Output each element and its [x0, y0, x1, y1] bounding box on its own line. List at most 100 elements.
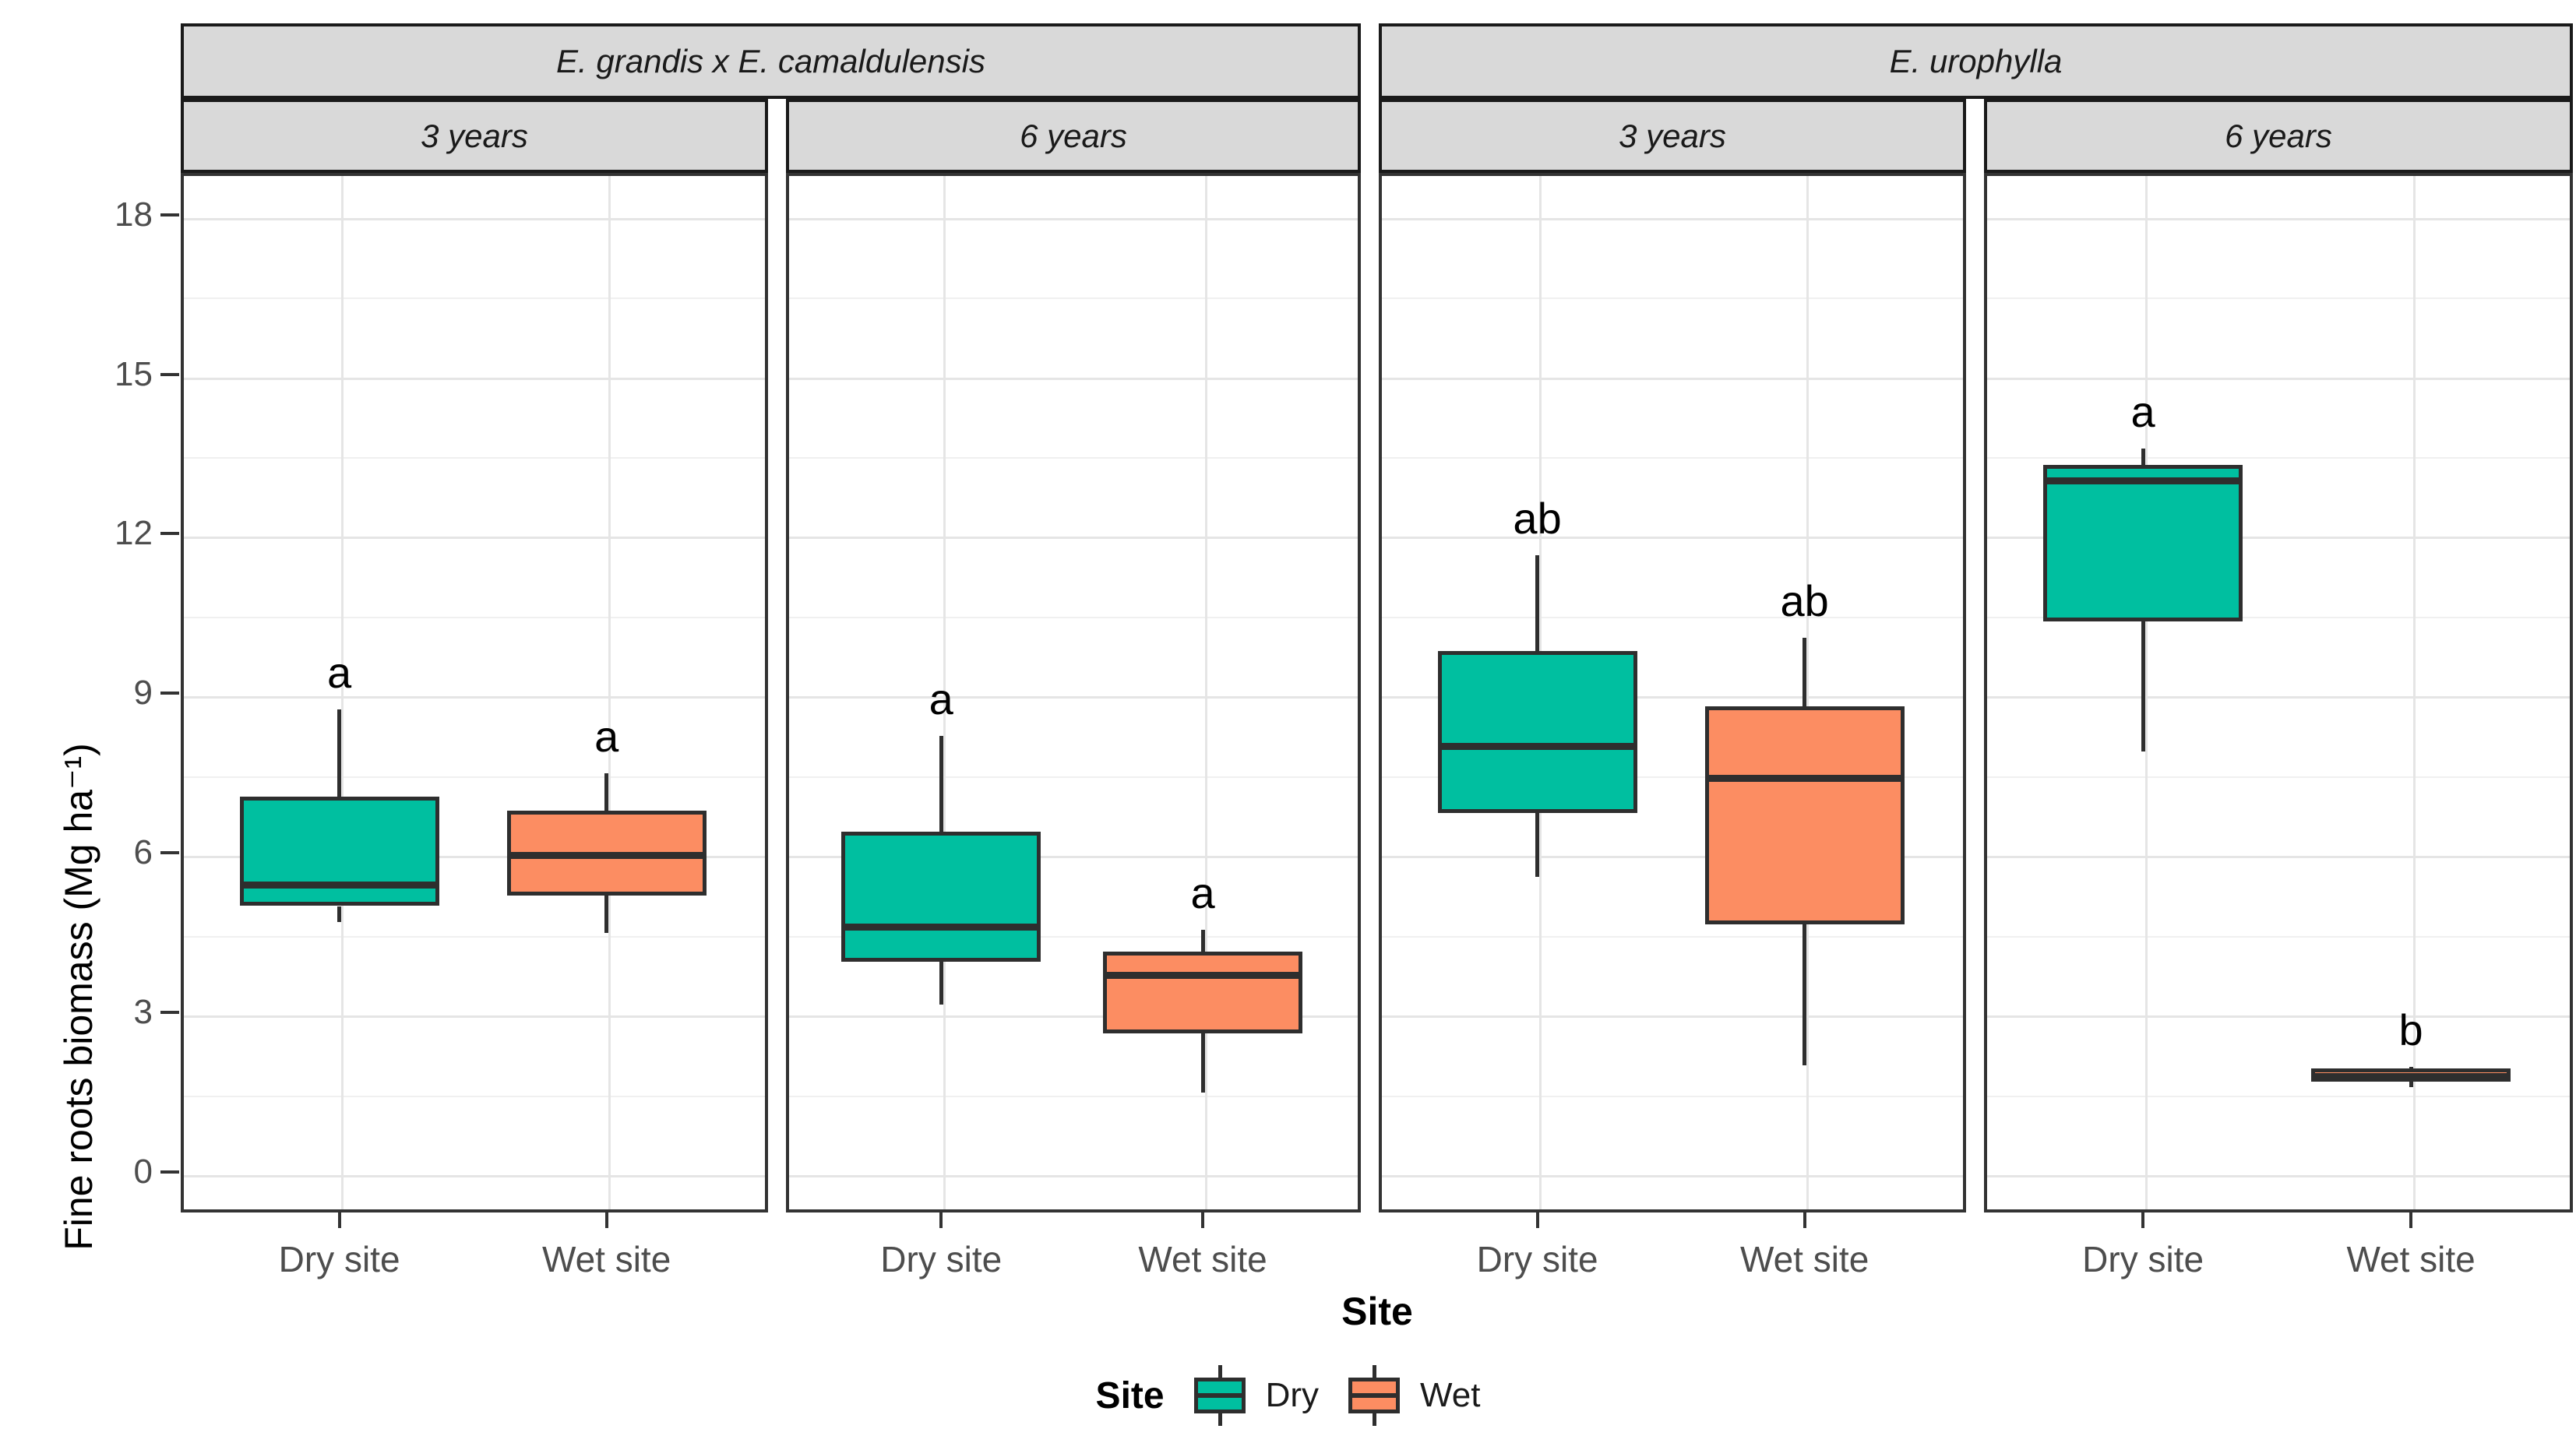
whisker-upper — [939, 735, 943, 832]
gridline-major — [1382, 696, 1963, 699]
gridline-major — [789, 1015, 1358, 1019]
legend-label-dry: Dry — [1265, 1376, 1320, 1414]
gridline-minor — [1987, 616, 2570, 618]
gridline-minor — [789, 297, 1358, 300]
whisker-lower — [1802, 924, 1807, 1066]
median-line — [1706, 775, 1903, 783]
facet-strip-species-label: E. grandis x E. camaldulensis — [556, 42, 985, 79]
gridline-vertical — [2412, 176, 2416, 1209]
gridline-major — [1382, 1175, 1963, 1177]
boxplot-key-icon — [1193, 1365, 1246, 1426]
facet-strip-age: 6 years — [786, 99, 1361, 173]
gridline-minor — [184, 616, 765, 618]
x-tick-mark — [2409, 1212, 2413, 1228]
gridline-minor — [789, 1095, 1358, 1097]
significance-letter: ab — [1513, 493, 1562, 543]
whisker-upper — [1535, 554, 1540, 651]
x-tick-label: Dry site — [278, 1239, 400, 1279]
gridline-major — [789, 696, 1358, 699]
x-tick-mark — [1201, 1212, 1205, 1228]
facet-strip-age-label: 3 years — [1619, 117, 1726, 154]
median-line — [508, 852, 705, 860]
gridline-major — [184, 537, 765, 540]
whisker-lower — [1535, 812, 1540, 877]
gridline-major — [1987, 217, 2570, 220]
whisker-upper — [2141, 449, 2145, 465]
boxplot-box — [1437, 650, 1637, 813]
gridline-minor — [1987, 1095, 2570, 1097]
gridline-minor — [1382, 616, 1963, 618]
gridline-minor — [1987, 776, 2570, 778]
gridline-minor — [1382, 776, 1963, 778]
y-tick-mark — [160, 1170, 179, 1174]
median-line — [241, 881, 438, 889]
median-line — [2045, 477, 2242, 484]
y-tick-label: 18 — [115, 195, 153, 234]
y-axis-title: Fine roots biomass (Mg ha⁻¹) — [57, 743, 100, 1251]
gridline-minor — [184, 776, 765, 778]
significance-letter: b — [2398, 1005, 2423, 1054]
x-tick-mark — [604, 1212, 608, 1228]
legend-title: Site — [1095, 1374, 1165, 1417]
facet-strip-species: E. urophylla — [1379, 23, 2573, 99]
x-tick-label: Wet site — [1739, 1239, 1869, 1279]
gridline-major — [1382, 537, 1963, 540]
gridline-minor — [789, 456, 1358, 459]
gridline-major — [1987, 377, 2570, 380]
whisker-upper — [2409, 1066, 2413, 1068]
boxplot-box — [2043, 464, 2243, 622]
x-axis-title: Site — [1341, 1290, 1413, 1333]
gridline-major — [184, 856, 765, 859]
boxplot-box — [841, 831, 1041, 963]
y-tick-mark — [160, 372, 179, 376]
gridline-major — [789, 217, 1358, 220]
legend-item-dry: Dry — [1193, 1365, 1320, 1426]
x-tick-label: Wet site — [541, 1239, 671, 1279]
y-tick-label: 15 — [115, 354, 153, 393]
x-tick-label: Wet site — [2346, 1239, 2476, 1279]
gridline-vertical — [943, 176, 946, 1209]
gridline-vertical — [1806, 176, 1810, 1209]
legend: Site Dry Wet — [0, 1357, 2576, 1434]
gridline-vertical — [1204, 176, 1207, 1209]
plot-panel — [1984, 173, 2573, 1212]
gridline-major — [184, 1015, 765, 1019]
significance-letter: a — [2130, 387, 2155, 437]
facet-strip-species: E. grandis x E. camaldulensis — [181, 23, 1361, 99]
y-tick-label: 9 — [133, 674, 153, 713]
gridline-minor — [1987, 456, 2570, 459]
y-tick-mark — [160, 532, 179, 536]
gridline-minor — [184, 456, 765, 459]
x-tick-mark — [939, 1212, 943, 1228]
gridline-major — [1987, 1015, 2570, 1019]
gridline-minor — [184, 297, 765, 300]
legend-label-wet: Wet — [1420, 1376, 1481, 1414]
x-tick-mark — [337, 1212, 341, 1228]
y-tick-mark — [160, 1011, 179, 1015]
x-tick-mark — [1802, 1212, 1806, 1228]
whisker-upper — [1200, 930, 1205, 952]
gridline-minor — [789, 935, 1358, 938]
y-tick-mark — [160, 851, 179, 855]
gridline-major — [789, 377, 1358, 380]
boxplot-box — [239, 797, 439, 906]
gridline-major — [1987, 856, 2570, 859]
gridline-minor — [1987, 297, 2570, 300]
gridline-minor — [1987, 935, 2570, 938]
gridline-major — [1382, 856, 1963, 859]
significance-letter: a — [929, 674, 953, 723]
gridline-vertical — [608, 176, 611, 1209]
gridline-major — [1987, 1175, 2570, 1177]
legend-item-wet: Wet — [1348, 1365, 1480, 1426]
facet-strip-age: 3 years — [1379, 99, 1966, 173]
whisker-lower — [939, 962, 943, 1005]
significance-letter: ab — [1780, 575, 1829, 625]
gridline-major — [184, 696, 765, 699]
gridline-minor — [184, 935, 765, 938]
gridline-major — [1382, 217, 1963, 220]
gridline-major — [1382, 377, 1963, 380]
x-tick-label: Dry site — [880, 1239, 1003, 1279]
boxplot-box — [1704, 706, 1905, 925]
gridline-major — [184, 377, 765, 380]
